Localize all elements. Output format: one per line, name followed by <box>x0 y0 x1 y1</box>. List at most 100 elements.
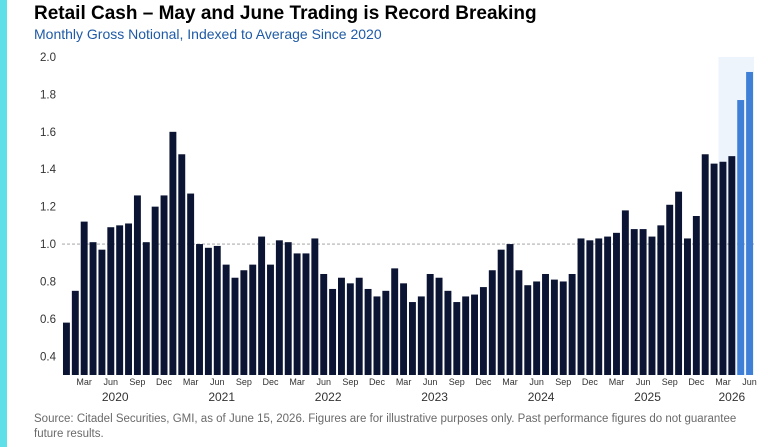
x-tick-label: Mar <box>609 377 625 387</box>
bar <box>142 242 150 375</box>
x-tick-label: Jun <box>104 377 119 387</box>
bar <box>249 264 257 375</box>
bar <box>382 290 390 375</box>
y-tick-label: 0.8 <box>40 276 56 288</box>
bar <box>89 242 97 375</box>
x-tick-label: Sep <box>342 377 358 387</box>
bar <box>213 245 221 375</box>
highlighted-bar <box>737 100 745 375</box>
y-tick-label: 1.2 <box>40 202 56 214</box>
bar <box>692 216 700 375</box>
bar <box>169 131 177 375</box>
x-tick-label: Mar <box>396 377 412 387</box>
bar <box>196 244 203 375</box>
bar <box>98 249 106 375</box>
bar <box>453 302 461 375</box>
year-label: 2026 <box>718 390 745 404</box>
x-tick-label: Jun <box>210 377 225 387</box>
y-tick-label: 2.0 <box>40 52 56 64</box>
bar <box>329 288 337 375</box>
bar <box>284 242 292 375</box>
y-tick-label: 0.6 <box>40 314 56 326</box>
x-tick-label: Sep <box>129 377 145 387</box>
bar <box>515 270 523 375</box>
x-tick-label: Jun <box>742 377 757 387</box>
bar <box>488 270 496 375</box>
bar <box>426 273 434 375</box>
x-tick-label: Jun <box>316 377 331 387</box>
bar <box>684 238 691 375</box>
x-tick-label: Dec <box>688 377 705 387</box>
bar <box>604 236 612 375</box>
x-tick-label: Mar <box>715 377 731 387</box>
bar <box>586 240 594 375</box>
bar <box>187 193 195 375</box>
bar <box>621 210 629 375</box>
bar <box>710 163 718 375</box>
bar <box>524 285 532 375</box>
x-tick-label: Dec <box>369 377 386 387</box>
bar <box>701 154 709 375</box>
highlighted-bar <box>746 71 754 375</box>
year-label: 2022 <box>315 390 342 404</box>
bar <box>533 281 541 375</box>
bar <box>204 247 212 375</box>
x-tick-label: Jun <box>423 377 438 387</box>
bar <box>275 240 283 375</box>
bar <box>364 288 372 375</box>
x-tick-label: Mar <box>183 377 199 387</box>
year-label: 2025 <box>634 390 661 404</box>
bar <box>550 279 558 375</box>
bar <box>240 270 248 375</box>
bar <box>293 253 301 375</box>
year-label: 2020 <box>102 390 129 404</box>
bar <box>435 277 443 375</box>
bar <box>471 294 478 375</box>
bar <box>719 161 727 375</box>
chart-subtitle: Monthly Gross Notional, Indexed to Avera… <box>34 26 382 42</box>
x-tick-label: Mar <box>502 377 518 387</box>
x-tick-label: Sep <box>555 377 571 387</box>
bar <box>267 264 274 375</box>
x-tick-label: Jun <box>636 377 651 387</box>
bar <box>462 296 470 375</box>
bar <box>160 195 168 375</box>
bar <box>666 204 674 375</box>
y-tick-label: 1.6 <box>40 127 56 139</box>
bar <box>417 296 425 375</box>
bar <box>338 277 345 375</box>
bar <box>62 322 70 375</box>
bar <box>125 223 132 375</box>
year-label: 2021 <box>208 390 235 404</box>
bar <box>639 229 647 375</box>
bar <box>595 238 603 375</box>
bar <box>577 238 585 375</box>
source-footnote: Source: Citadel Securities, GMI, as of J… <box>34 413 737 440</box>
bar <box>258 236 266 375</box>
bar <box>559 281 567 375</box>
y-tick-label: 1.0 <box>40 239 56 251</box>
bar <box>346 283 354 375</box>
bar <box>71 290 79 375</box>
bar <box>373 296 381 375</box>
bar <box>728 156 736 375</box>
y-tick-label: 1.8 <box>40 89 56 101</box>
bar <box>479 287 487 375</box>
chart-title: Retail Cash – May and June Trading is Re… <box>34 3 537 24</box>
year-label: 2024 <box>528 390 555 404</box>
bar <box>391 268 399 375</box>
year-label: 2023 <box>421 390 448 404</box>
bar <box>355 277 363 375</box>
x-tick-label: Dec <box>262 377 279 387</box>
bar <box>506 244 514 375</box>
x-tick-label: Dec <box>156 377 173 387</box>
bar <box>630 229 638 375</box>
bar <box>133 195 141 375</box>
bar <box>178 154 186 375</box>
bar <box>675 191 683 375</box>
bar <box>400 283 408 375</box>
accent-bar <box>0 0 7 447</box>
bar <box>657 225 665 375</box>
x-tick-label: Jun <box>529 377 544 387</box>
bar <box>151 206 159 375</box>
